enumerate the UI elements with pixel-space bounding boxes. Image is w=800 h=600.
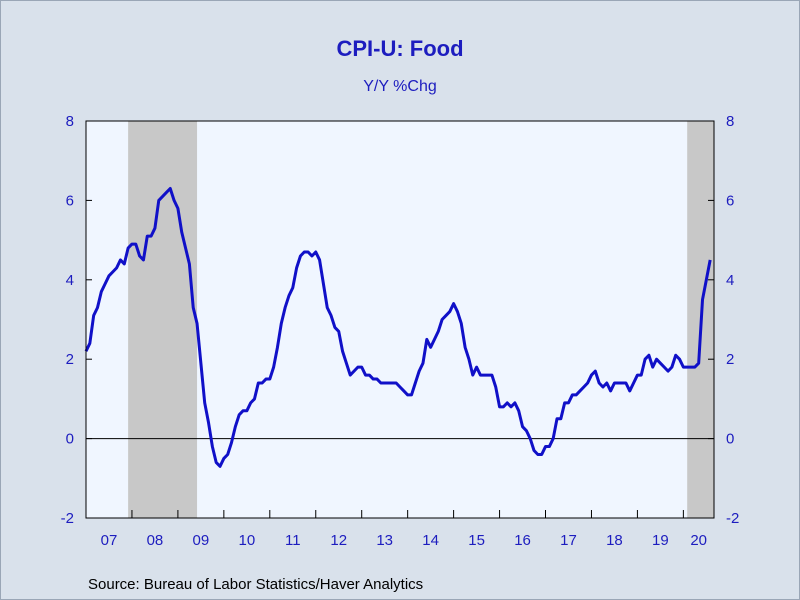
x-tick-label: 12 bbox=[330, 532, 347, 549]
x-tick-label: 18 bbox=[606, 532, 623, 549]
x-tick-label: 17 bbox=[560, 532, 577, 549]
y-tick-label-left: 6 bbox=[66, 192, 74, 209]
x-tick-label: 20 bbox=[690, 532, 707, 549]
chart-subtitle: Y/Y %Chg bbox=[363, 78, 437, 95]
x-tick-label: 07 bbox=[101, 532, 118, 549]
x-tick-label: 10 bbox=[238, 532, 255, 549]
series-line-cpi-food bbox=[84, 186, 712, 468]
x-tick-label: 14 bbox=[422, 532, 439, 549]
x-tick-label: 13 bbox=[376, 532, 393, 549]
y-tick-label-left: -2 bbox=[61, 510, 74, 527]
axes: -2 -2 0 0 2 2 4 4 6 6 8 8 07 08 09 10 11 12 13 14 15 16 17 18 19… bbox=[61, 113, 740, 549]
y-tick-label-left: 0 bbox=[66, 431, 74, 448]
y-tick-label-left: 8 bbox=[66, 113, 74, 130]
x-tick-label: 11 bbox=[285, 532, 301, 549]
chart-title: CPI-U: Food bbox=[336, 36, 464, 61]
x-tick-label: 09 bbox=[193, 532, 210, 549]
y-tick-label-left: 2 bbox=[66, 351, 74, 368]
y-tick-label-left: 4 bbox=[66, 272, 74, 289]
y-tick-label-right: 4 bbox=[726, 272, 734, 289]
y-tick-label-right: 2 bbox=[726, 351, 734, 368]
y-tick-label-right: 0 bbox=[726, 431, 734, 448]
x-tick-label: 19 bbox=[652, 532, 669, 549]
y-tick-label-right: 8 bbox=[726, 113, 734, 130]
recession-band-1 bbox=[128, 121, 198, 518]
source-note: Source: Bureau of Labor Statistics/Haver… bbox=[88, 576, 424, 593]
plot-border bbox=[85, 120, 715, 519]
x-tick-label: 16 bbox=[514, 532, 531, 549]
x-tick-label: 08 bbox=[147, 532, 164, 549]
x-tick-label: 15 bbox=[468, 532, 485, 549]
y-tick-label-right: -2 bbox=[726, 510, 739, 527]
y-tick-label-right: 6 bbox=[726, 192, 734, 209]
